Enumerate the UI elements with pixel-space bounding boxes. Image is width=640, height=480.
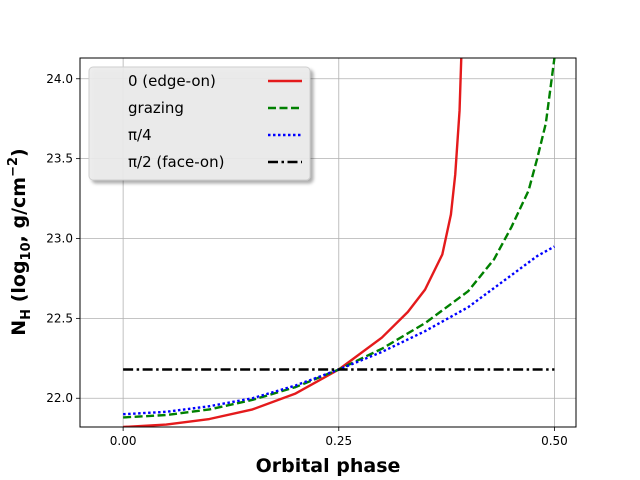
y-axis-label: NH (log10, g/cm−2) <box>6 148 34 335</box>
legend-label: π/2 (face-on) <box>128 153 224 171</box>
legend-label: 0 (edge-on) <box>128 72 216 90</box>
series-line <box>123 58 463 427</box>
legend-entries: 0 (edge-on) grazing π/4 π/2 (face-on) <box>128 72 302 171</box>
legend-label: grazing <box>128 99 184 117</box>
x-tick-label: 0.00 <box>110 434 137 448</box>
y-axis-label-close: ) <box>8 148 30 157</box>
y-axis-label-open: (log <box>8 260 30 308</box>
y-tick-label: 22.5 <box>46 311 73 325</box>
legend-box <box>88 66 311 181</box>
y-tick-label: 23.0 <box>46 232 73 246</box>
y-axis-label-log-sub: 10 <box>19 242 34 260</box>
x-tick-label: 0.25 <box>325 434 352 448</box>
y-axis-label-main: N <box>8 320 30 336</box>
x-tick-label: 0.50 <box>541 434 568 448</box>
legend: 0 (edge-on) grazing π/4 π/2 (face-on) <box>88 66 311 181</box>
y-axis-label-main-sub: H <box>19 309 34 320</box>
legend-label: π/4 <box>128 126 152 144</box>
y-tick-label: 23.5 <box>46 152 73 166</box>
y-tick-label: 24.0 <box>46 72 73 86</box>
y-tick-label: 22.0 <box>46 391 73 405</box>
plot-frame <box>79 57 577 428</box>
x-axis-label: Orbital phase <box>256 455 401 477</box>
y-axis-label-unit: , g/cm <box>8 177 30 242</box>
series-layer <box>123 58 556 427</box>
y-axis-label-exp: −2 <box>6 157 21 177</box>
ticks: 0.00 0.25 0.50 22.0 22.5 23.0 23.5 24.0 <box>46 72 568 448</box>
